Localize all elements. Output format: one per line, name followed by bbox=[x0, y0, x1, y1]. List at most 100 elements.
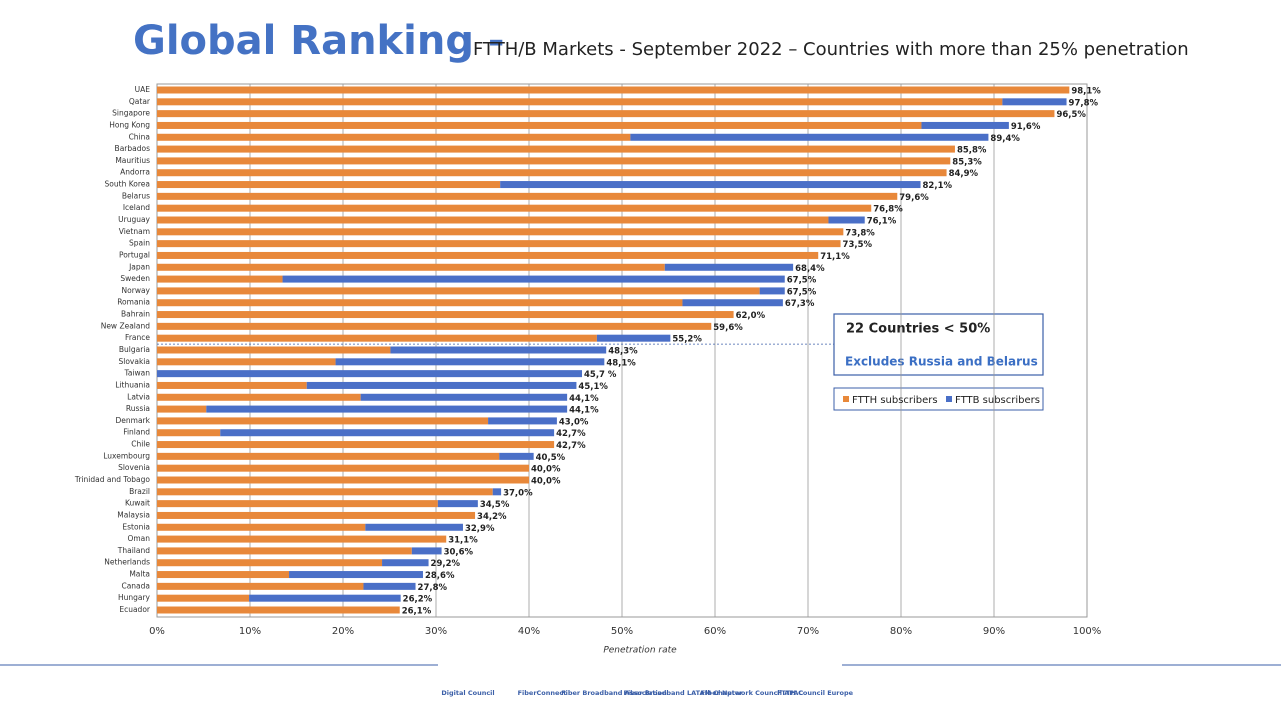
bar-segment bbox=[157, 547, 412, 555]
bar-segment bbox=[411, 547, 442, 555]
y-tick-label: Taiwan bbox=[123, 369, 150, 378]
total-label: 91,6% bbox=[1011, 122, 1041, 132]
bar-segment bbox=[157, 181, 501, 189]
bar-segment bbox=[363, 582, 416, 590]
bar-segment bbox=[157, 228, 844, 236]
x-tick-label: 80% bbox=[890, 626, 912, 637]
total-label: 85,3% bbox=[952, 157, 982, 167]
bar-segment bbox=[249, 594, 401, 602]
legend-label: FTTB subscribers bbox=[955, 395, 1040, 406]
bar-segment bbox=[157, 417, 489, 425]
bar-segment bbox=[306, 381, 577, 389]
bar-segment bbox=[157, 594, 250, 602]
bar-segment bbox=[157, 311, 734, 319]
y-tick-label: Sweden bbox=[120, 274, 150, 283]
y-tick-label: Netherlands bbox=[104, 558, 150, 567]
y-tick-label: Mauritius bbox=[115, 156, 150, 165]
y-tick-label: Uruguay bbox=[118, 215, 150, 224]
total-label: 82,1% bbox=[923, 181, 953, 191]
y-tick-label: Barbados bbox=[115, 144, 151, 153]
total-label: 85,8% bbox=[957, 146, 987, 156]
bar-segment bbox=[289, 571, 423, 579]
y-tick-label: Bahrain bbox=[121, 310, 150, 319]
total-label: 68,4% bbox=[795, 264, 825, 274]
y-tick-label: Belarus bbox=[122, 191, 150, 200]
legend-swatch bbox=[946, 396, 952, 402]
footer-logo: Fiber Broadband LATAM Chapter bbox=[624, 689, 744, 697]
y-tick-label: Norway bbox=[122, 286, 151, 295]
bar-segment bbox=[335, 358, 605, 366]
total-label: 59,6% bbox=[713, 323, 743, 333]
total-label: 73,8% bbox=[845, 228, 875, 238]
y-tick-label: Vietnam bbox=[119, 227, 150, 236]
legend-box bbox=[833, 387, 1044, 411]
bar-segment bbox=[157, 511, 476, 519]
bar-segment bbox=[157, 133, 631, 141]
bar-segment bbox=[206, 405, 568, 413]
y-tick-label: China bbox=[129, 132, 150, 141]
x-tick-label: 20% bbox=[332, 626, 354, 637]
bar-segment bbox=[157, 275, 283, 283]
total-label: 40,5% bbox=[536, 453, 566, 463]
y-tick-label: Malta bbox=[129, 570, 150, 579]
bar-segment bbox=[282, 275, 785, 283]
y-tick-label: Brazil bbox=[129, 487, 150, 496]
total-label: 32,9% bbox=[465, 524, 495, 534]
bar-segment bbox=[488, 417, 557, 425]
bar-segment bbox=[157, 251, 819, 259]
bar-segment bbox=[157, 299, 683, 307]
total-label: 29,2% bbox=[431, 559, 461, 569]
x-tick-label: 100% bbox=[1073, 626, 1102, 637]
y-tick-label: Malaysia bbox=[117, 510, 150, 519]
footer-logo: Digital Council bbox=[441, 689, 494, 697]
y-tick-label: South Korea bbox=[105, 180, 150, 189]
x-tick-label: 30% bbox=[425, 626, 447, 637]
total-label: 30,6% bbox=[444, 547, 474, 557]
total-label: 26,2% bbox=[403, 595, 433, 605]
total-label: 89,4% bbox=[990, 134, 1020, 144]
total-label: 31,1% bbox=[448, 536, 478, 546]
y-tick-label: Finland bbox=[123, 428, 150, 437]
total-label: 42,7% bbox=[556, 429, 586, 439]
total-label: 73,5% bbox=[843, 240, 873, 250]
y-tick-label: Denmark bbox=[116, 416, 151, 425]
x-axis-label: Penetration rate bbox=[603, 646, 677, 656]
y-tick-label: Qatar bbox=[129, 97, 151, 106]
total-label: 62,0% bbox=[736, 311, 766, 321]
bar-segment bbox=[759, 287, 785, 295]
y-tick-label: Andorra bbox=[120, 168, 150, 177]
total-label: 67,5% bbox=[787, 287, 817, 297]
footer-logo: FiberConnect bbox=[518, 689, 567, 697]
total-label: 34,5% bbox=[480, 500, 510, 510]
bar-segment bbox=[157, 488, 493, 496]
bar-segment bbox=[921, 121, 1009, 129]
total-label: 42,7% bbox=[556, 441, 586, 451]
total-label: 44,1% bbox=[569, 394, 599, 404]
bar-segment bbox=[382, 559, 429, 567]
y-tick-label: New Zealand bbox=[101, 321, 151, 330]
bar-segment bbox=[157, 192, 898, 200]
x-tick-label: 50% bbox=[611, 626, 633, 637]
bar-segment bbox=[157, 370, 583, 378]
total-label: 67,5% bbox=[787, 276, 817, 286]
y-tick-label: Thailand bbox=[117, 546, 150, 555]
total-label: 43,0% bbox=[559, 417, 589, 427]
legend-label: FTTH subscribers bbox=[852, 395, 938, 406]
total-label: 34,2% bbox=[477, 512, 507, 522]
x-tick-label: 90% bbox=[983, 626, 1005, 637]
bar-segment bbox=[157, 559, 383, 567]
bar-segment bbox=[157, 523, 366, 531]
bar-segment bbox=[157, 322, 712, 330]
bar-segment bbox=[500, 181, 921, 189]
y-tick-label: UAE bbox=[135, 85, 151, 94]
y-tick-label: Slovenia bbox=[118, 463, 150, 472]
total-label: 28,6% bbox=[425, 571, 455, 581]
total-label: 45,1% bbox=[578, 382, 608, 392]
annotation: Excludes Russia and Belarus bbox=[845, 355, 1038, 369]
total-label: 79,6% bbox=[899, 193, 929, 203]
total-label: 71,1% bbox=[820, 252, 850, 262]
total-label: 98,1% bbox=[1071, 87, 1101, 97]
y-tick-label: Ecuador bbox=[119, 605, 151, 614]
bar-segment bbox=[157, 429, 221, 437]
